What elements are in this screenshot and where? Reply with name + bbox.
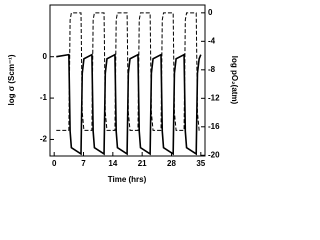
- y2-axis-label: log pO₂(atm): [230, 56, 239, 105]
- series-line: [56, 53, 202, 156]
- y2-tick-label: -8: [208, 65, 216, 74]
- x-tick-label: 0: [52, 159, 57, 168]
- x-axis-label: Time (hrs): [108, 175, 147, 184]
- x-tick-label: 28: [167, 159, 176, 168]
- x-tick-label: 14: [108, 159, 117, 168]
- plot-frame: [49, 4, 206, 157]
- y-tick-label: -2: [40, 135, 48, 144]
- x-tick-label: 7: [81, 159, 86, 168]
- y2-tick-label: -20: [208, 150, 220, 159]
- y-tick-label: 0: [43, 52, 48, 61]
- y2-tick-label: -16: [208, 122, 220, 131]
- x-tick-label: 35: [196, 159, 205, 168]
- y2-tick-label: -4: [208, 36, 216, 45]
- series-line: [56, 12, 202, 132]
- y-axis-label: log σ (Scm⁻¹): [7, 54, 16, 105]
- x-tick-label: 21: [138, 159, 147, 168]
- chart: Time (hrs) log σ (Scm⁻¹) log pO₂(atm) 0 7…: [7, 4, 239, 184]
- y-tick-label: -1: [40, 93, 48, 102]
- y2-tick-label: -12: [208, 93, 220, 102]
- y2-tick-label: 0: [208, 8, 213, 17]
